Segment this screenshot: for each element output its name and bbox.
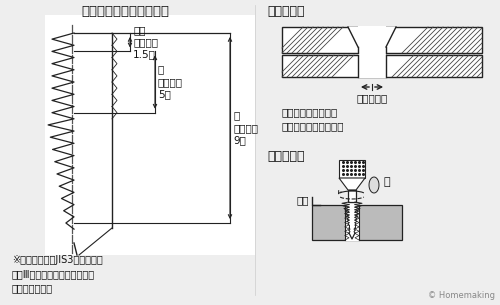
Bar — [358, 54, 386, 78]
Bar — [282, 27, 482, 53]
Text: 先
（＃１）
9山: 先 （＃１） 9山 — [233, 111, 258, 145]
Polygon shape — [369, 177, 379, 193]
Text: 中
（＃２）
5山: 中 （＃２） 5山 — [158, 65, 183, 99]
Text: 喰付き部の長さ（目安）: 喰付き部の長さ（目安） — [81, 5, 169, 18]
Bar — [45, 15, 255, 255]
Text: 直角: 直角 — [296, 195, 309, 205]
Bar — [339, 160, 365, 178]
Text: 面取り作業: 面取り作業 — [267, 5, 304, 18]
Text: © Homemaking: © Homemaking — [428, 291, 495, 300]
Text: 上げ
（＃３）
1.5山: 上げ （＃３） 1.5山 — [133, 25, 158, 59]
Bar — [348, 190, 356, 202]
Bar — [282, 55, 482, 77]
Polygon shape — [339, 178, 365, 190]
Text: 油: 油 — [383, 177, 390, 187]
Bar — [345, 204, 359, 241]
Text: 面取りはドリル又は
面取りカッター使用。: 面取りはドリル又は 面取りカッター使用。 — [282, 107, 344, 131]
Polygon shape — [348, 27, 396, 47]
Text: ※このタップはJIS3級（等級記
　号Ⅲ）精度に基づいて制作し
　ております。: ※このタップはJIS3級（等級記 号Ⅲ）精度に基づいて制作し ております。 — [12, 255, 103, 293]
Bar — [312, 205, 402, 240]
Text: ねじ下穴径: ねじ下穴径 — [356, 93, 388, 103]
Bar — [358, 26, 386, 54]
Text: タップ作業: タップ作業 — [267, 150, 304, 163]
